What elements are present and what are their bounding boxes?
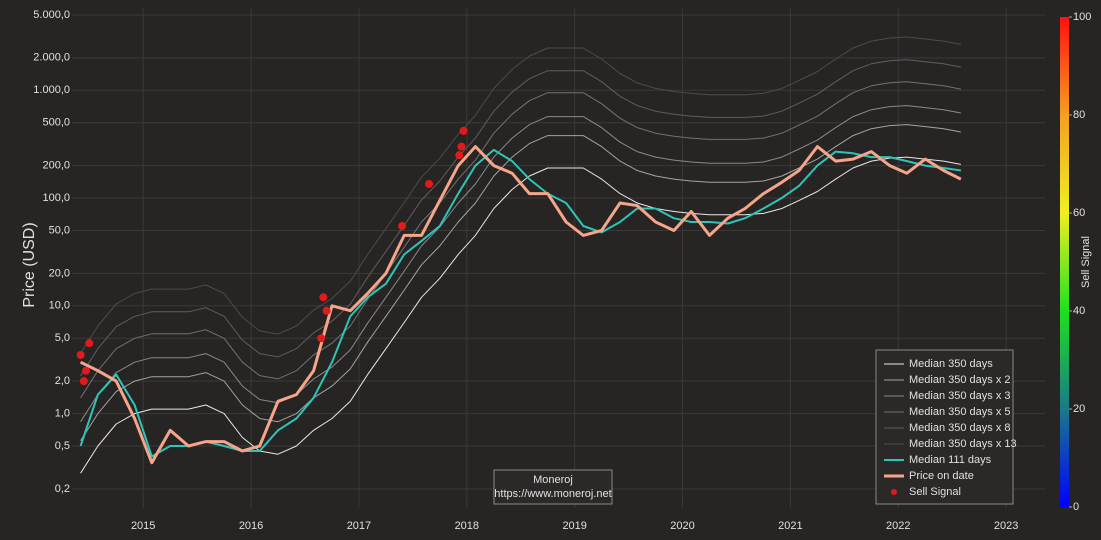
sell-signal xyxy=(398,222,407,231)
series-line xyxy=(80,81,961,399)
x-tick-label: 2015 xyxy=(131,520,155,532)
sell-signal xyxy=(322,306,331,315)
x-tick-label: 2023 xyxy=(994,520,1018,532)
legend-label: Median 350 days xyxy=(909,358,993,370)
series-line xyxy=(80,36,961,354)
y-tick-label: 1.000,0 xyxy=(33,84,70,96)
x-tick-label: 2022 xyxy=(886,520,910,532)
y-tick-label: 2.000,0 xyxy=(33,52,70,64)
colorbar-tick-label: 60 xyxy=(1073,207,1085,219)
sell-signal xyxy=(425,179,434,188)
legend-label: Median 111 days xyxy=(909,454,992,466)
colorbar-tick-label: 0 xyxy=(1073,501,1079,513)
y-tick-label: 50,0 xyxy=(49,224,70,236)
legend-label: Price on date xyxy=(909,470,974,482)
legend-label: Median 350 days x 8 xyxy=(909,422,1011,434)
series-line xyxy=(79,148,962,458)
y-tick-label: 20,0 xyxy=(49,267,70,279)
colorbar-tick-label: 40 xyxy=(1073,305,1085,317)
colorbar-tick-label: 20 xyxy=(1073,403,1085,415)
x-tick-label: 2016 xyxy=(239,520,263,532)
x-tick-label: 2017 xyxy=(347,520,371,532)
legend-swatch xyxy=(891,489,897,495)
lines xyxy=(79,36,962,474)
sell-signal xyxy=(317,334,326,343)
series-line xyxy=(80,105,961,422)
sell-signal xyxy=(85,339,94,348)
annotation: Moneroj xyxy=(533,474,573,486)
y-tick-label: 5.000,0 xyxy=(33,9,70,21)
colorbar-title: Sell Signal xyxy=(1080,236,1092,288)
legend-box xyxy=(875,349,1014,505)
legend-label: Median 350 days x 5 xyxy=(909,406,1011,418)
x-tick-label: 2018 xyxy=(455,520,479,532)
annotation-box xyxy=(493,469,613,505)
series-line xyxy=(80,124,961,441)
sell-signal xyxy=(459,126,468,135)
legend-label: Median 350 days x 2 xyxy=(909,374,1011,386)
sell-signal xyxy=(82,366,91,375)
legend-label: Median 350 days x 13 xyxy=(909,438,1017,450)
x-tick-label: 2019 xyxy=(562,520,586,532)
annotation: https://www.moneroj.net xyxy=(494,488,611,500)
y-axis-label: Price (USD) xyxy=(21,222,38,307)
sell-signal xyxy=(319,293,328,302)
y-tick-label: 2,0 xyxy=(55,375,70,387)
colorbar-tick-label: 80 xyxy=(1073,109,1085,121)
y-tick-label: 5,0 xyxy=(55,332,70,344)
x-tick-label: 2021 xyxy=(778,520,802,532)
colorbar-tick-label: 100 xyxy=(1073,11,1091,23)
x-tick-label: 2020 xyxy=(670,520,694,532)
legend-label: Sell Signal xyxy=(909,486,961,498)
sell-signal xyxy=(457,142,466,151)
sell-signal xyxy=(455,151,464,160)
sell-signal xyxy=(79,377,88,386)
y-tick-label: 100,0 xyxy=(42,192,70,204)
series-line xyxy=(80,59,961,377)
y-tick-label: 200,0 xyxy=(42,160,70,172)
y-tick-label: 500,0 xyxy=(42,117,70,129)
series-line xyxy=(79,145,962,465)
series-line xyxy=(80,156,961,474)
y-tick-label: 0,2 xyxy=(55,483,70,495)
legend-label: Median 350 days x 3 xyxy=(909,390,1011,402)
sell-signal xyxy=(76,350,85,359)
colorbar xyxy=(1060,17,1069,507)
y-tick-label: 10,0 xyxy=(49,300,70,312)
y-tick-label: 1,0 xyxy=(55,407,70,419)
y-tick-label: 0,5 xyxy=(55,440,70,452)
